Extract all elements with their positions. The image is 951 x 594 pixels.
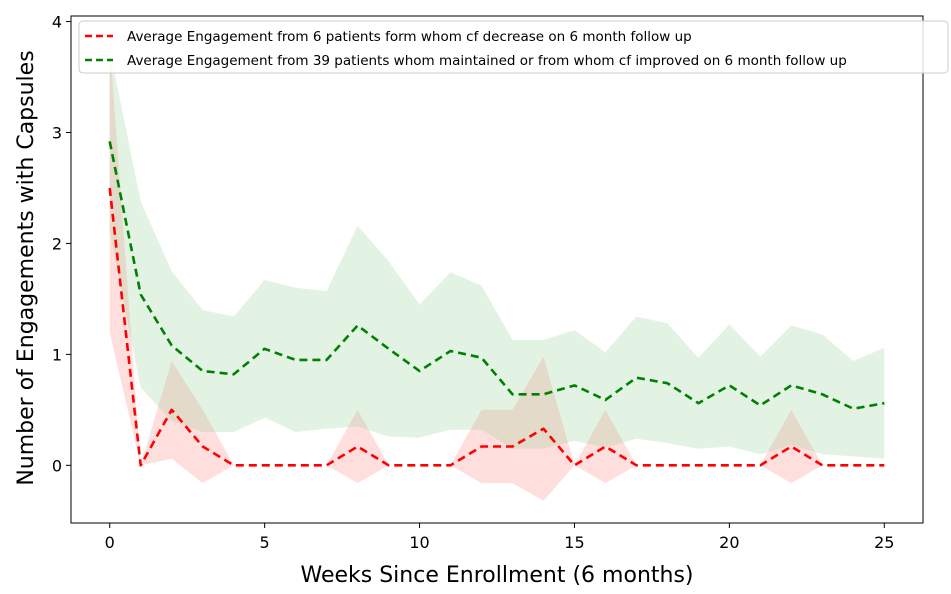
y-axis: 0 1 2 3 4 xyxy=(52,13,71,475)
legend-label-maintained: Average Engagement from 39 patients whom… xyxy=(127,53,847,69)
legend-label-decrease: Average Engagement from 6 patients form … xyxy=(127,29,692,45)
confidence-bands xyxy=(109,43,885,501)
series-band-1 xyxy=(109,49,885,459)
y-tick-label: 1 xyxy=(52,345,62,364)
x-tick-label: 10 xyxy=(409,533,429,552)
y-tick-label: 2 xyxy=(52,234,62,253)
x-tick-label: 25 xyxy=(874,533,894,552)
legend: Average Engagement from 6 patients form … xyxy=(78,20,949,74)
y-tick-label: 4 xyxy=(52,13,62,32)
x-axis: 0 5 10 15 20 25 xyxy=(105,523,894,552)
y-axis-label: Number of Engagements with Capsules xyxy=(14,50,39,485)
series-lines xyxy=(108,141,885,467)
plot-frame xyxy=(70,15,924,524)
x-axis-label: Weeks Since Enrollment (6 months) xyxy=(300,563,693,588)
y-tick-label: 0 xyxy=(52,456,62,475)
x-tick-label: 0 xyxy=(105,533,115,552)
x-tick-label: 15 xyxy=(564,533,584,552)
series-line-1 xyxy=(108,141,885,411)
y-tick-label: 3 xyxy=(52,123,62,142)
x-tick-label: 20 xyxy=(719,533,739,552)
x-tick-label: 5 xyxy=(260,533,270,552)
legend-box xyxy=(78,20,949,74)
series-line-0 xyxy=(108,187,885,467)
